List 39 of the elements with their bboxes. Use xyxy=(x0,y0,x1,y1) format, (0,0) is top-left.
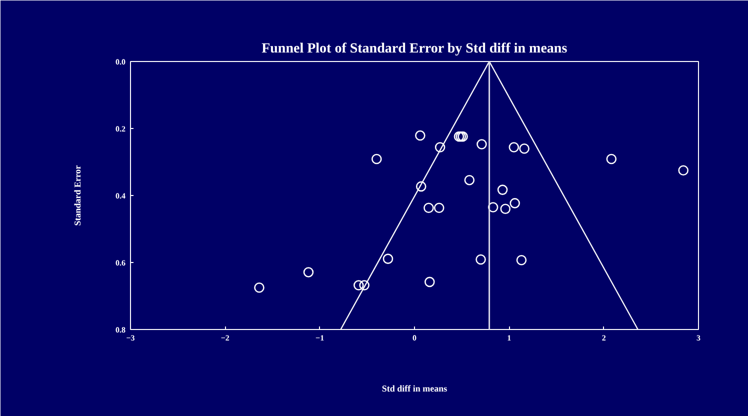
point xyxy=(434,202,444,214)
point xyxy=(424,202,434,214)
point xyxy=(371,154,382,164)
point xyxy=(678,165,689,176)
x-tick-label: 2 xyxy=(602,334,606,342)
x-tick-label: 1 xyxy=(507,334,512,342)
point xyxy=(254,282,264,293)
point xyxy=(519,143,530,154)
point xyxy=(464,174,475,186)
point xyxy=(434,142,446,152)
point xyxy=(510,198,520,208)
point xyxy=(500,204,511,214)
chart-title: Funnel Plot of Standard Error by Std diff in means xyxy=(262,42,568,56)
point xyxy=(303,267,314,278)
point xyxy=(476,139,487,150)
x-axis-title: Std diff in means xyxy=(382,384,448,394)
y-tick-label: 0.4 xyxy=(116,192,126,200)
x-tick-label: 0 xyxy=(412,334,416,342)
y-tick-label: 0.6 xyxy=(116,258,126,268)
y-tick-label: 0.2 xyxy=(116,124,126,134)
x-tick-label: −3 xyxy=(126,334,135,342)
x-tick-label: −2 xyxy=(220,334,230,342)
y-axis-title: Standard Error xyxy=(72,165,82,226)
x-tick-label: −1 xyxy=(316,334,324,342)
point xyxy=(382,254,394,264)
point xyxy=(516,255,527,266)
point xyxy=(359,280,370,290)
point xyxy=(497,184,508,195)
point xyxy=(416,181,426,192)
point xyxy=(415,130,426,141)
point xyxy=(476,254,486,265)
point xyxy=(508,142,520,152)
y-tick-label: 0.8 xyxy=(116,326,126,334)
point xyxy=(353,280,364,290)
x-tick-label: 3 xyxy=(696,334,700,342)
point xyxy=(606,154,617,164)
y-tick-label: 0.0 xyxy=(116,58,126,66)
point xyxy=(424,276,435,288)
point xyxy=(488,202,498,212)
